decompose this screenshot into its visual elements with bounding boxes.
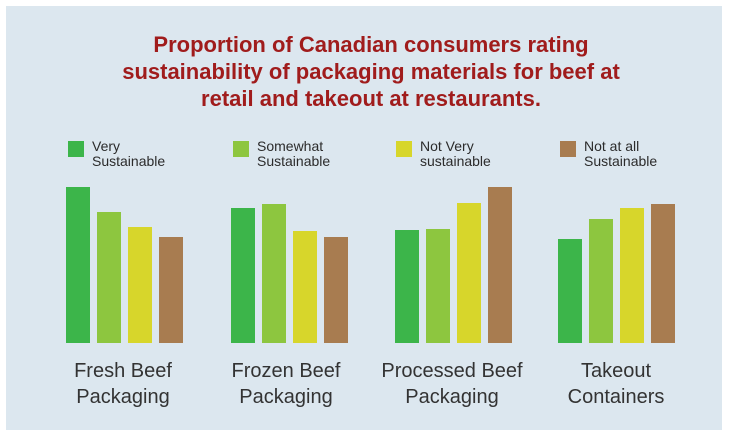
legend-swatch [68, 141, 84, 157]
legend-label-line: Sustainable [584, 153, 658, 169]
legend-label-line: Somewhat [257, 138, 324, 154]
bar-takeout-containers-not-very-sustainable [620, 208, 644, 343]
chart-title-line: Proportion of Canadian consumers rating [153, 32, 589, 57]
category-label-line: Packaging [405, 386, 499, 408]
category-label-line: Packaging [76, 386, 170, 408]
bar-processed-beef-packaging-not-very-sustainable [457, 203, 481, 343]
legend-label: Very Sustainable [92, 139, 202, 169]
bar-fresh-beef-packaging-not-very-sustainable [128, 227, 152, 343]
bar-processed-beef-packaging-very-sustainable [395, 230, 419, 343]
category-label-line: Processed Beef [381, 360, 523, 382]
category-label-processed-beef: Processed Beef Packaging [372, 358, 532, 410]
legend-label-line: Sustainable [257, 153, 331, 169]
bar-fresh-beef-packaging-very-sustainable [66, 187, 90, 343]
legend-label: Somewhat Sustainable [257, 139, 367, 169]
legend-swatch [396, 141, 412, 157]
legend-label: Not at all Sustainable [584, 139, 694, 169]
legend-label-line: Not Very [420, 138, 474, 154]
category-label-fresh-beef: Fresh Beef Packaging [43, 358, 203, 410]
bar-frozen-beef-packaging-very-sustainable [231, 208, 255, 343]
chart-title-line: retail and takeout at restaurants. [201, 86, 541, 111]
category-label-line: Frozen Beef [231, 360, 341, 382]
category-label-line: Takeout [580, 360, 652, 382]
legend-label: Not Very sustainable [420, 139, 530, 169]
category-label-frozen-beef: Frozen Beef Packaging [206, 358, 366, 410]
bar-frozen-beef-packaging-not-very-sustainable [293, 231, 317, 343]
bar-takeout-containers-somewhat-sustainable [589, 219, 613, 343]
legend-swatch [560, 141, 576, 157]
category-label-line: Containers [567, 386, 665, 408]
chart-title: Proportion of Canadian consumers rating … [6, 31, 730, 112]
category-label-line: Packaging [239, 386, 333, 408]
category-label-takeout: Takeout Containers [536, 358, 696, 410]
bar-processed-beef-packaging-somewhat-sustainable [426, 229, 450, 343]
chart-title-line: sustainability of packaging materials fo… [122, 59, 620, 84]
legend-label-line: Sustainable [92, 153, 166, 169]
legend-label-line: Very [92, 138, 121, 154]
bar-frozen-beef-packaging-not-at-all-sustainable [324, 237, 348, 343]
bar-processed-beef-packaging-not-at-all-sustainable [488, 187, 512, 343]
bar-fresh-beef-packaging-not-at-all-sustainable [159, 237, 183, 343]
bar-fresh-beef-packaging-somewhat-sustainable [97, 212, 121, 343]
legend-label-line: Not at all [584, 138, 640, 154]
bar-frozen-beef-packaging-somewhat-sustainable [262, 204, 286, 343]
legend-label-line: sustainable [420, 153, 491, 169]
category-label-line: Fresh Beef [74, 360, 172, 382]
bar-takeout-containers-not-at-all-sustainable [651, 204, 675, 343]
legend-swatch [233, 141, 249, 157]
bar-takeout-containers-very-sustainable [558, 239, 582, 343]
chart-panel: Proportion of Canadian consumers rating … [6, 6, 722, 430]
